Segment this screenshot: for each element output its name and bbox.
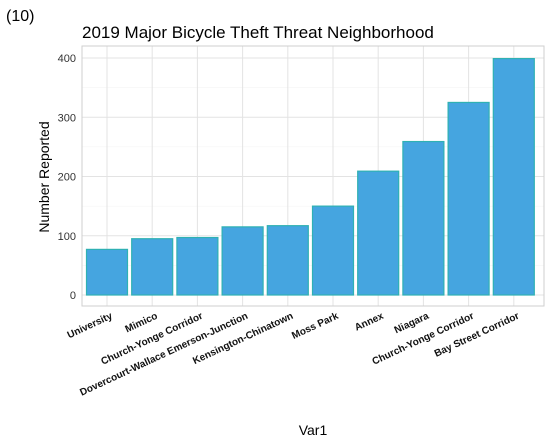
bar <box>493 59 534 295</box>
y-axis-ticks: 0 100 200 300 400 <box>58 53 76 302</box>
bar <box>177 238 218 295</box>
x-axis-title: Var1 <box>299 422 328 438</box>
bar <box>267 226 308 295</box>
bar <box>222 227 263 295</box>
x-tick-label: Annex <box>353 311 386 334</box>
y-tick-label: 100 <box>58 231 76 243</box>
y-tick-label: 400 <box>58 53 76 65</box>
y-tick-label: 300 <box>58 112 76 124</box>
bar <box>358 171 399 295</box>
x-tick-label: Bay Street Corridor <box>433 311 521 360</box>
x-tick-label: Moss Park <box>290 311 340 342</box>
chart-title: 2019 Major Bicycle Theft Threat Neighbor… <box>82 23 434 42</box>
x-tick-label: University <box>66 311 115 342</box>
bar <box>313 206 354 295</box>
y-tick-label: 0 <box>70 290 76 302</box>
bar <box>403 142 444 295</box>
y-tick-label: 200 <box>58 172 76 184</box>
bar <box>132 239 173 295</box>
bar <box>448 102 489 295</box>
bar <box>87 249 128 295</box>
y-axis-title: Number Reported <box>36 121 52 232</box>
